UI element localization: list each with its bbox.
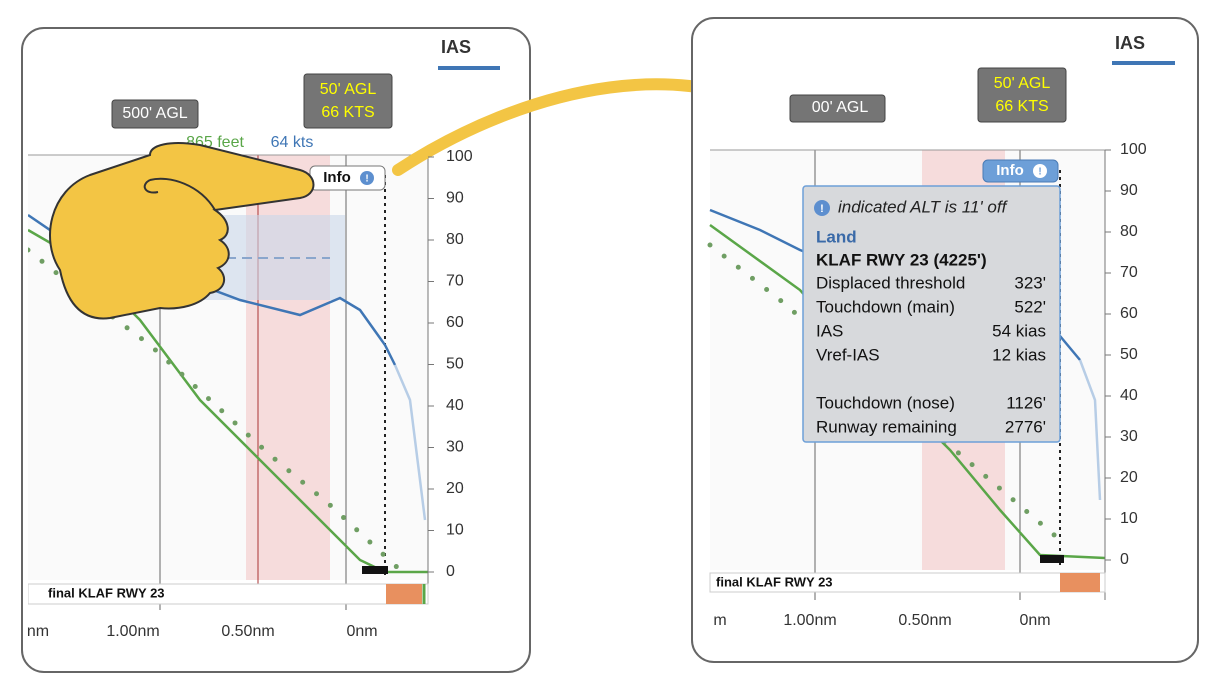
tooltip-label: Touchdown (main) bbox=[816, 297, 955, 316]
y-tick-label: 40 bbox=[1120, 387, 1138, 404]
y-tick-label: 50 bbox=[446, 356, 464, 373]
x-tick-label: 0.50nm bbox=[221, 623, 274, 640]
y-tick-label: 60 bbox=[1120, 305, 1138, 322]
y-tick-label: 10 bbox=[446, 522, 464, 539]
callout: 66 KTS bbox=[321, 104, 374, 121]
callout: 00' AGL bbox=[812, 99, 869, 116]
tooltip-value: 1126' bbox=[1006, 393, 1046, 412]
x-tick-label: m bbox=[713, 612, 726, 629]
tooltip-runway: KLAF RWY 23 (4225') bbox=[816, 250, 987, 269]
tooltip-value: 12 kias bbox=[992, 345, 1046, 364]
y-tick-label: 80 bbox=[1120, 223, 1138, 240]
x-tick-label: 0nm bbox=[1019, 612, 1050, 629]
y-tick-label: 80 bbox=[446, 231, 464, 248]
legend: IAS bbox=[441, 37, 471, 57]
legend: IAS bbox=[1115, 33, 1145, 53]
y-tick-label: 10 bbox=[1120, 510, 1138, 527]
y-tick-label: 60 bbox=[446, 314, 464, 331]
y-tick-label: 20 bbox=[446, 480, 464, 497]
callout: 50' AGL bbox=[994, 75, 1051, 92]
x-tick-label: 0.50nm bbox=[898, 612, 951, 629]
y-tick-label: 0 bbox=[446, 563, 455, 580]
y-tick-label: 70 bbox=[1120, 264, 1138, 281]
y-tick-label: 0 bbox=[1120, 551, 1129, 568]
svg-text:!: ! bbox=[1038, 167, 1041, 178]
x-tick-label: 0nm bbox=[346, 623, 377, 640]
y-tick-label: 40 bbox=[446, 397, 464, 414]
y-tick-label: 70 bbox=[446, 273, 464, 290]
tooltip-label: Vref-IAS bbox=[816, 345, 880, 364]
svg-text:!: ! bbox=[820, 203, 824, 215]
tooltip-label: Touchdown (nose) bbox=[816, 393, 955, 412]
tooltip-value: 522' bbox=[1014, 297, 1046, 316]
x-tick-label: 1.00nm bbox=[783, 612, 836, 629]
tooltip-label: IAS bbox=[816, 321, 843, 340]
y-tick-label: 90 bbox=[446, 190, 464, 207]
runway-bar: final KLAF RWY 23 bbox=[48, 585, 165, 600]
tooltip-value: 323' bbox=[1014, 273, 1046, 292]
y-tick-label: 90 bbox=[1120, 182, 1138, 199]
tooltip-warning: indicated ALT is 11' off bbox=[838, 197, 1009, 216]
callout: 66 KTS bbox=[995, 98, 1048, 115]
svg-text:!: ! bbox=[365, 174, 368, 185]
tooltip-label: Runway remaining bbox=[816, 417, 957, 436]
y-tick-label: 30 bbox=[446, 439, 464, 456]
tooltip-heading: Land bbox=[816, 227, 857, 246]
y-tick-label: 30 bbox=[1120, 428, 1138, 445]
runway-bar: final KLAF RWY 23 bbox=[716, 574, 833, 589]
tooltip-value: 2776' bbox=[1005, 417, 1046, 436]
x-tick-label: nm bbox=[27, 623, 49, 640]
tooltip-label: Displaced threshold bbox=[816, 273, 965, 292]
callout: 50' AGL bbox=[320, 81, 377, 98]
x-tick-label: 1.00nm bbox=[106, 623, 159, 640]
y-tick-label: 100 bbox=[446, 148, 473, 165]
y-tick-label: 20 bbox=[1120, 469, 1138, 486]
callout: 500' AGL bbox=[122, 105, 187, 122]
info-button-label: Info bbox=[323, 169, 351, 186]
info-button-label: Info bbox=[996, 162, 1024, 179]
tooltip bbox=[802, 185, 1061, 443]
readout: 64 kts bbox=[271, 134, 314, 151]
tooltip-value: 54 kias bbox=[992, 321, 1046, 340]
y-tick-label: 50 bbox=[1120, 346, 1138, 363]
y-tick-label: 100 bbox=[1120, 141, 1147, 158]
